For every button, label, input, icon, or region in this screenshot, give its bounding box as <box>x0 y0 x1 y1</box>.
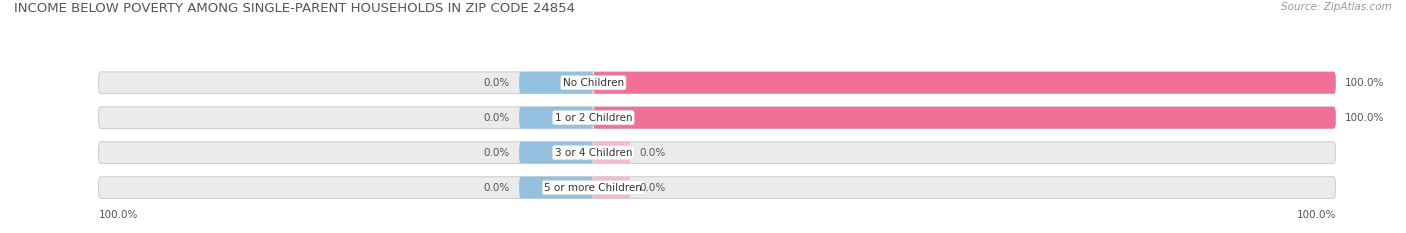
Text: 0.0%: 0.0% <box>640 183 666 192</box>
Text: 0.0%: 0.0% <box>484 183 510 192</box>
FancyBboxPatch shape <box>593 72 1336 94</box>
Text: 0.0%: 0.0% <box>640 148 666 158</box>
Text: Source: ZipAtlas.com: Source: ZipAtlas.com <box>1281 2 1392 12</box>
Text: 5 or more Children: 5 or more Children <box>544 183 643 192</box>
Text: 1 or 2 Children: 1 or 2 Children <box>554 113 633 123</box>
FancyBboxPatch shape <box>98 177 1336 199</box>
FancyBboxPatch shape <box>519 107 593 129</box>
Text: 100.0%: 100.0% <box>1346 113 1385 123</box>
FancyBboxPatch shape <box>519 72 593 94</box>
Text: 100.0%: 100.0% <box>1346 78 1385 88</box>
Text: No Children: No Children <box>562 78 624 88</box>
FancyBboxPatch shape <box>593 177 630 199</box>
Text: 0.0%: 0.0% <box>484 148 510 158</box>
Text: 100.0%: 100.0% <box>1296 210 1336 220</box>
Text: INCOME BELOW POVERTY AMONG SINGLE-PARENT HOUSEHOLDS IN ZIP CODE 24854: INCOME BELOW POVERTY AMONG SINGLE-PARENT… <box>14 2 575 15</box>
FancyBboxPatch shape <box>519 177 593 199</box>
FancyBboxPatch shape <box>593 142 630 164</box>
Text: 0.0%: 0.0% <box>484 78 510 88</box>
FancyBboxPatch shape <box>98 142 1336 164</box>
Text: 3 or 4 Children: 3 or 4 Children <box>554 148 633 158</box>
FancyBboxPatch shape <box>98 72 1336 94</box>
Text: 100.0%: 100.0% <box>98 210 138 220</box>
FancyBboxPatch shape <box>593 107 1336 129</box>
FancyBboxPatch shape <box>98 107 1336 129</box>
Text: 0.0%: 0.0% <box>484 113 510 123</box>
FancyBboxPatch shape <box>519 142 593 164</box>
